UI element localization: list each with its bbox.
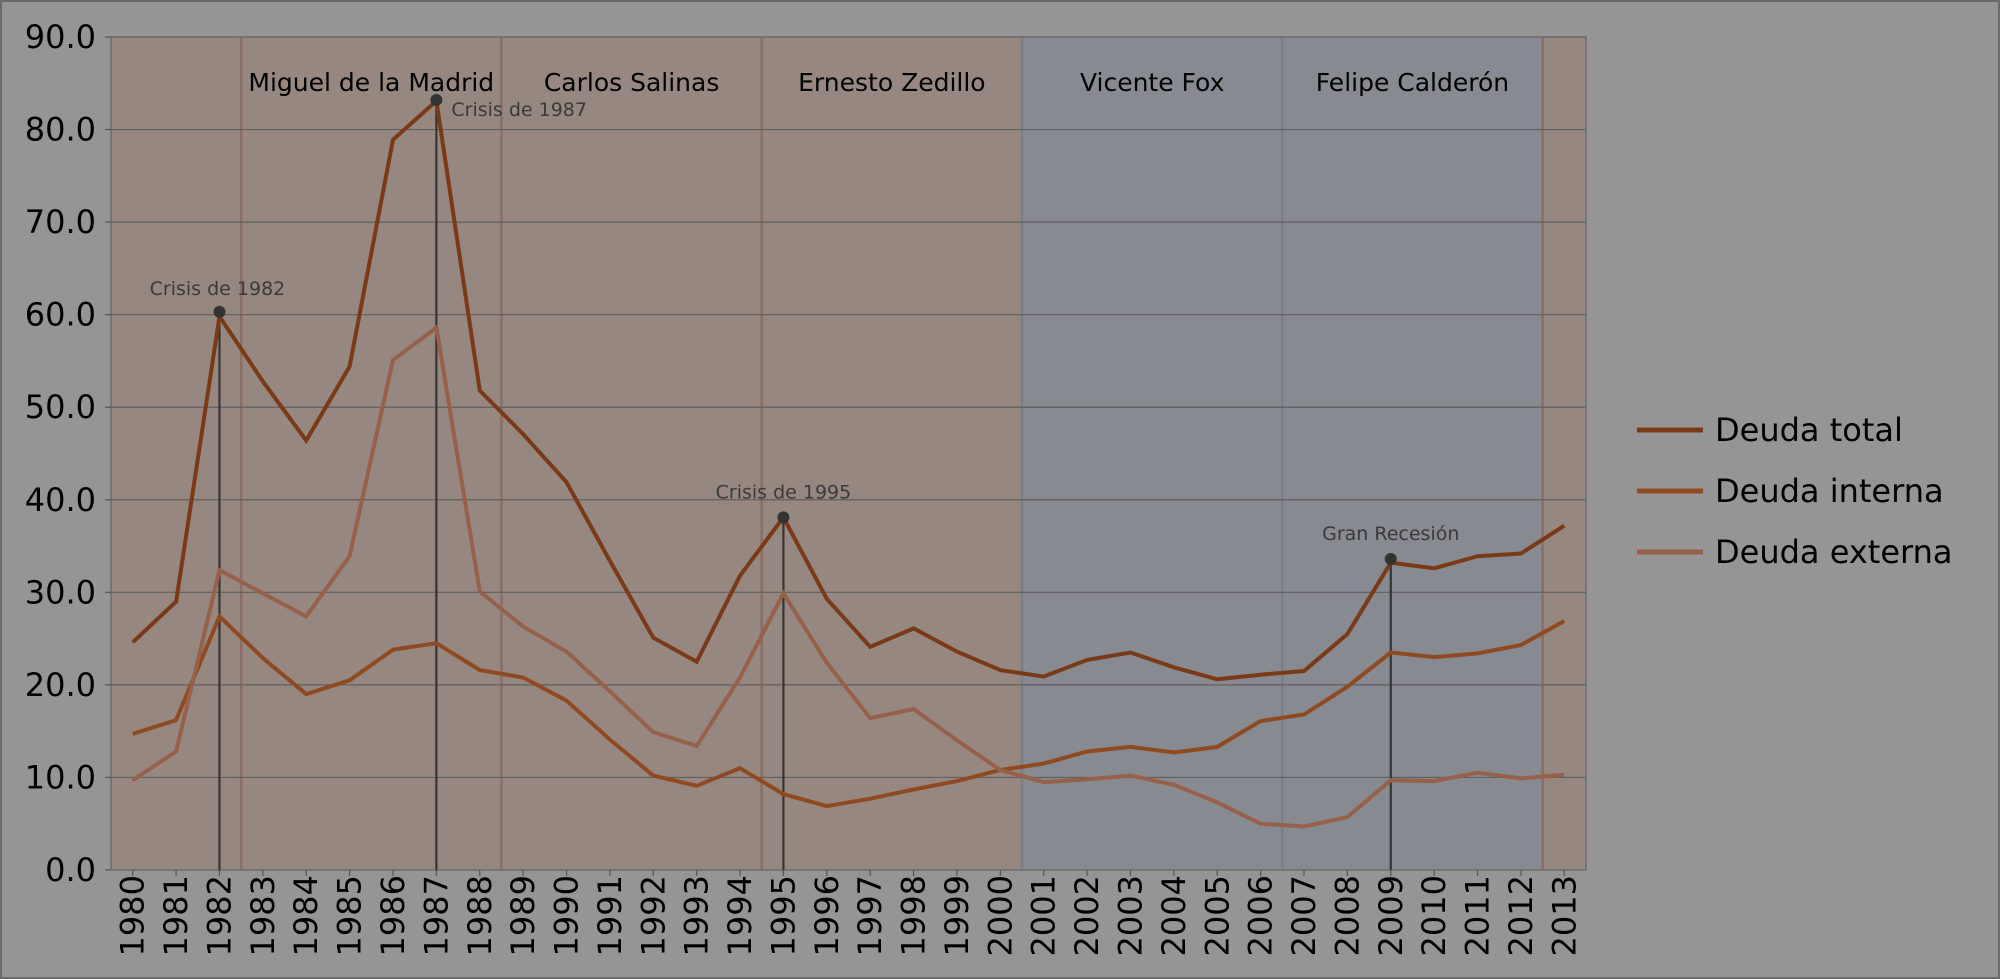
x-tick-label: 1984 bbox=[287, 875, 325, 956]
x-tick-label: 2009 bbox=[1372, 875, 1410, 956]
x-tick-label: 1999 bbox=[938, 875, 976, 956]
series-line bbox=[132, 612, 1566, 809]
legend: Deuda total Deuda interna Deuda externa bbox=[1637, 411, 1952, 571]
annotation-marker bbox=[777, 511, 790, 524]
period-label: Carlos Salinas bbox=[544, 68, 720, 97]
x-tick-label: 2006 bbox=[1242, 875, 1280, 956]
x-tick-label: 1997 bbox=[851, 875, 889, 956]
period-band bbox=[1022, 37, 1283, 870]
x-tick-label: 1992 bbox=[634, 875, 672, 956]
x-tick-label: 1995 bbox=[764, 875, 802, 956]
annotation-label: Crisis de 1987 bbox=[451, 99, 587, 121]
y-axis: 0.0 10.0 20.0 30.0 40.0 50.0 60.0 70.0 80.0 90.0 bbox=[25, 18, 111, 889]
x-tick-label: 1998 bbox=[895, 875, 933, 956]
x-tick-label: 2013 bbox=[1545, 875, 1583, 956]
annotation-marker bbox=[213, 305, 226, 318]
x-tick-label: 2012 bbox=[1502, 875, 1540, 956]
legend-label: Deuda externa bbox=[1715, 533, 1952, 571]
x-tick-label: 1988 bbox=[461, 875, 499, 956]
x-tick-label: 1993 bbox=[678, 875, 716, 956]
legend-label: Deuda interna bbox=[1715, 472, 1944, 510]
y-tick-label: 70.0 bbox=[25, 203, 96, 241]
series-line bbox=[131, 96, 1566, 682]
plot-frame bbox=[110, 36, 1587, 871]
x-tick-label: 2007 bbox=[1285, 875, 1323, 956]
y-tick-label: 10.0 bbox=[25, 758, 96, 796]
annotation-lines bbox=[218, 99, 1392, 870]
period-label: Miguel de la Madrid bbox=[248, 68, 494, 97]
x-tick-label: 2010 bbox=[1415, 875, 1453, 956]
x-tick-label: 1989 bbox=[504, 875, 542, 956]
period-labels: Miguel de la Madrid Carlos Salinas Ernesto… bbox=[248, 68, 1509, 97]
x-tick-label: 1996 bbox=[808, 875, 846, 956]
administration-periods bbox=[111, 37, 1586, 870]
x-tick-label: 2011 bbox=[1459, 875, 1497, 956]
x-tick-label: 1990 bbox=[548, 875, 586, 956]
y-tick-label: 30.0 bbox=[25, 573, 96, 611]
x-tick-label: 1986 bbox=[374, 875, 412, 956]
y-tick-label: 0.0 bbox=[45, 851, 96, 889]
x-tick-label: 2000 bbox=[981, 875, 1019, 956]
annotation-label: Gran Recesión bbox=[1322, 523, 1459, 545]
period-label: Felipe Calderón bbox=[1316, 68, 1509, 97]
x-tick-label: 2001 bbox=[1025, 875, 1063, 956]
y-tick-label: 20.0 bbox=[25, 666, 96, 704]
period-band bbox=[761, 37, 1023, 870]
x-axis: 1980 1981 1982 1983 1984 1985 1986 1987 1988 1989… bbox=[114, 870, 1583, 956]
y-tick-label: 40.0 bbox=[25, 481, 96, 519]
x-tick-label: 1983 bbox=[244, 875, 282, 956]
series-lines bbox=[131, 96, 1566, 829]
y-tick-label: 60.0 bbox=[25, 296, 96, 334]
x-tick-label: 1991 bbox=[591, 875, 629, 956]
x-tick-label: 2002 bbox=[1068, 875, 1106, 956]
period-band bbox=[1282, 37, 1543, 870]
y-tick-label: 80.0 bbox=[25, 111, 96, 149]
annotation-marker bbox=[430, 93, 443, 106]
x-tick-label: 2004 bbox=[1155, 875, 1193, 956]
x-tick-label: 1982 bbox=[200, 875, 238, 956]
x-tick-label: 2008 bbox=[1328, 875, 1366, 956]
annotation-label: Crisis de 1982 bbox=[150, 278, 286, 300]
y-tick-label: 90.0 bbox=[25, 18, 96, 56]
x-tick-label: 2003 bbox=[1111, 875, 1149, 956]
series-line bbox=[131, 324, 1565, 829]
period-label: Vicente Fox bbox=[1080, 68, 1224, 97]
period-band bbox=[1542, 37, 1586, 870]
annotations: Crisis de 1982 Crisis de 1987 Crisis de 19… bbox=[150, 93, 1459, 566]
y-gridlines bbox=[111, 36, 1586, 779]
annotation-marker bbox=[1384, 553, 1397, 566]
x-tick-label: 1981 bbox=[157, 875, 195, 956]
x-tick-label: 1994 bbox=[721, 875, 759, 956]
period-band bbox=[501, 37, 762, 870]
x-tick-label: 1985 bbox=[331, 875, 369, 956]
y-tick-label: 50.0 bbox=[25, 388, 96, 426]
x-tick-label: 2005 bbox=[1198, 875, 1236, 956]
period-label: Ernesto Zedillo bbox=[798, 68, 985, 97]
x-tick-label: 1980 bbox=[114, 875, 152, 956]
legend-label: Deuda total bbox=[1715, 411, 1903, 449]
x-tick-label: 1987 bbox=[417, 875, 455, 956]
annotation-label: Crisis de 1995 bbox=[716, 481, 852, 503]
